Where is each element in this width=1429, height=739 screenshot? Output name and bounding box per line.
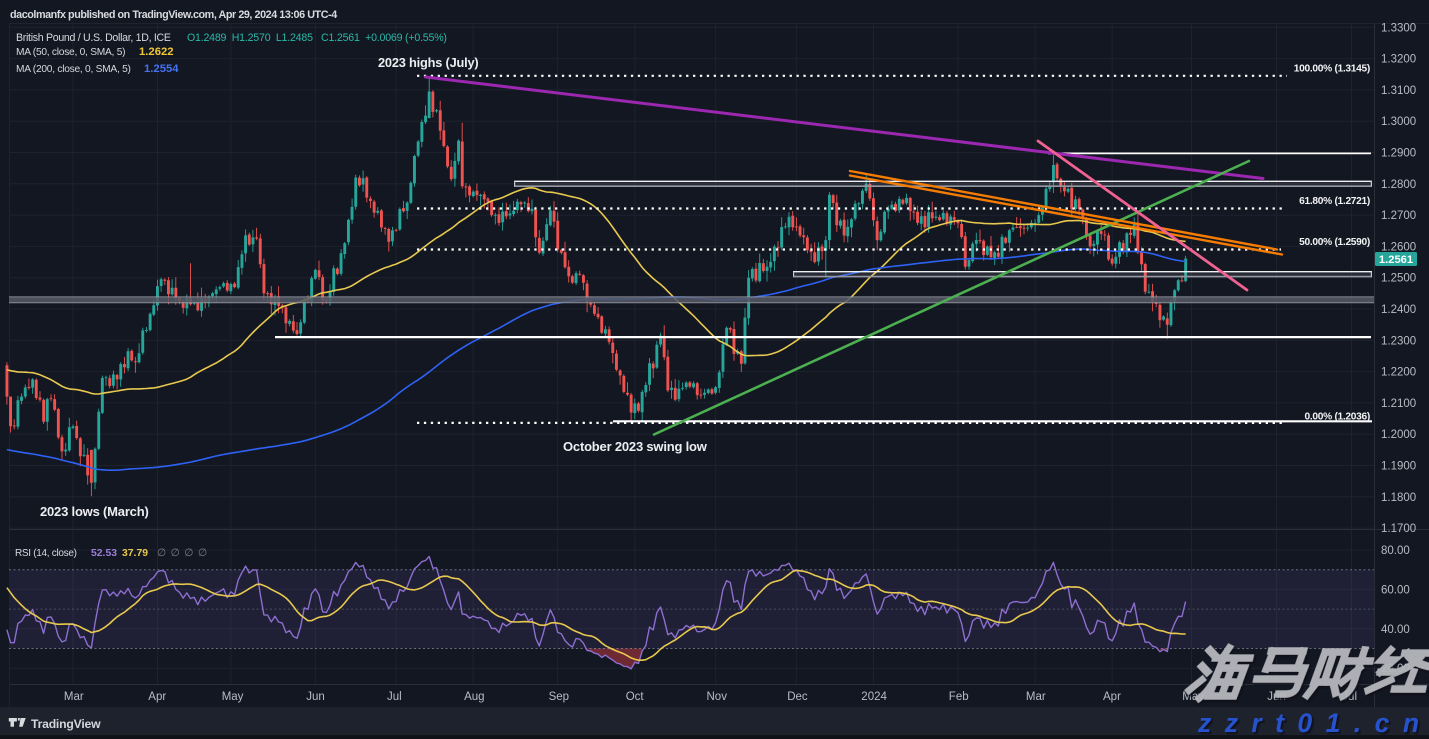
svg-text:MA (50, close, 0, SMA, 5): MA (50, close, 0, SMA, 5): [16, 47, 125, 58]
svg-text:2023 lows (March): 2023 lows (March): [40, 504, 149, 519]
svg-text:100.00% (1.3145): 100.00% (1.3145): [1294, 63, 1370, 74]
svg-text:1.2554: 1.2554: [144, 63, 179, 75]
svg-text:37.79: 37.79: [122, 548, 148, 559]
svg-text:Dec: Dec: [787, 691, 808, 703]
svg-text:O1.2489 H1.2570 L1.2485 C1: O1.2489 H1.2570 L1.2485 C1.2561 +0.0069 …: [187, 32, 447, 44]
svg-text:dacolmanfx published on Tradin: dacolmanfx published on TradingView.com,…: [10, 9, 337, 21]
svg-text:MA (200, close, 0, SMA, 5): MA (200, close, 0, SMA, 5): [16, 64, 131, 75]
svg-text:∅∅∅∅: ∅∅∅∅: [157, 547, 212, 559]
svg-text:1.1900: 1.1900: [1381, 461, 1416, 473]
svg-text:80.00: 80.00: [1381, 545, 1410, 557]
svg-text:British Pound / U.S. Dollar, 1: British Pound / U.S. Dollar, 1D, ICE: [16, 32, 171, 44]
svg-text:Jun: Jun: [306, 691, 325, 703]
svg-text:1.2500: 1.2500: [1381, 273, 1416, 285]
svg-text:1.2561: 1.2561: [1379, 254, 1413, 266]
svg-text:Oct: Oct: [626, 691, 645, 703]
svg-text:1.2200: 1.2200: [1381, 367, 1416, 379]
svg-text:1.2700: 1.2700: [1381, 210, 1416, 222]
svg-text:2024: 2024: [861, 691, 887, 703]
svg-text:0.00% (1.2036): 0.00% (1.2036): [1305, 411, 1370, 422]
svg-text:Mar: Mar: [1026, 691, 1046, 703]
svg-text:1.3000: 1.3000: [1381, 116, 1416, 128]
svg-text:2023 highs (July): 2023 highs (July): [378, 55, 478, 70]
svg-text:1.1700: 1.1700: [1381, 523, 1416, 535]
svg-text:Nov: Nov: [707, 691, 728, 703]
svg-text:Mar: Mar: [64, 691, 84, 703]
svg-text:May: May: [222, 691, 244, 703]
svg-text:1.1800: 1.1800: [1381, 492, 1416, 504]
svg-text:50.00% (1.2590): 50.00% (1.2590): [1299, 237, 1370, 248]
svg-text:1.2400: 1.2400: [1381, 304, 1416, 316]
svg-text:61.80% (1.2721): 61.80% (1.2721): [1299, 196, 1370, 207]
svg-text:1.2600: 1.2600: [1381, 241, 1416, 253]
svg-text:52.53: 52.53: [91, 548, 117, 559]
svg-text:60.00: 60.00: [1381, 584, 1410, 596]
svg-text:1.3100: 1.3100: [1381, 85, 1416, 97]
svg-text:1.2622: 1.2622: [139, 46, 174, 58]
svg-text:1.2000: 1.2000: [1381, 429, 1416, 441]
svg-text:Apr: Apr: [1103, 691, 1121, 703]
svg-text:40.00: 40.00: [1381, 624, 1410, 636]
svg-text:1.2900: 1.2900: [1381, 148, 1416, 160]
svg-text:October 2023 swing low: October 2023 swing low: [563, 439, 708, 454]
svg-text:1.2100: 1.2100: [1381, 398, 1416, 410]
svg-text:1.2300: 1.2300: [1381, 335, 1416, 347]
svg-text:Sep: Sep: [549, 691, 569, 703]
svg-text:1.3300: 1.3300: [1381, 22, 1416, 34]
svg-text:TradingView: TradingView: [31, 717, 101, 731]
svg-text:Apr: Apr: [148, 691, 166, 703]
svg-text:zzrt01.cn: zzrt01.cn: [1197, 708, 1419, 738]
svg-text:Aug: Aug: [464, 691, 484, 703]
svg-text:1.2800: 1.2800: [1381, 179, 1416, 191]
svg-text:RSI (14, close): RSI (14, close): [15, 548, 77, 559]
svg-text:1.3200: 1.3200: [1381, 54, 1416, 66]
svg-text:Jul: Jul: [387, 691, 402, 703]
svg-text:Feb: Feb: [949, 691, 969, 703]
